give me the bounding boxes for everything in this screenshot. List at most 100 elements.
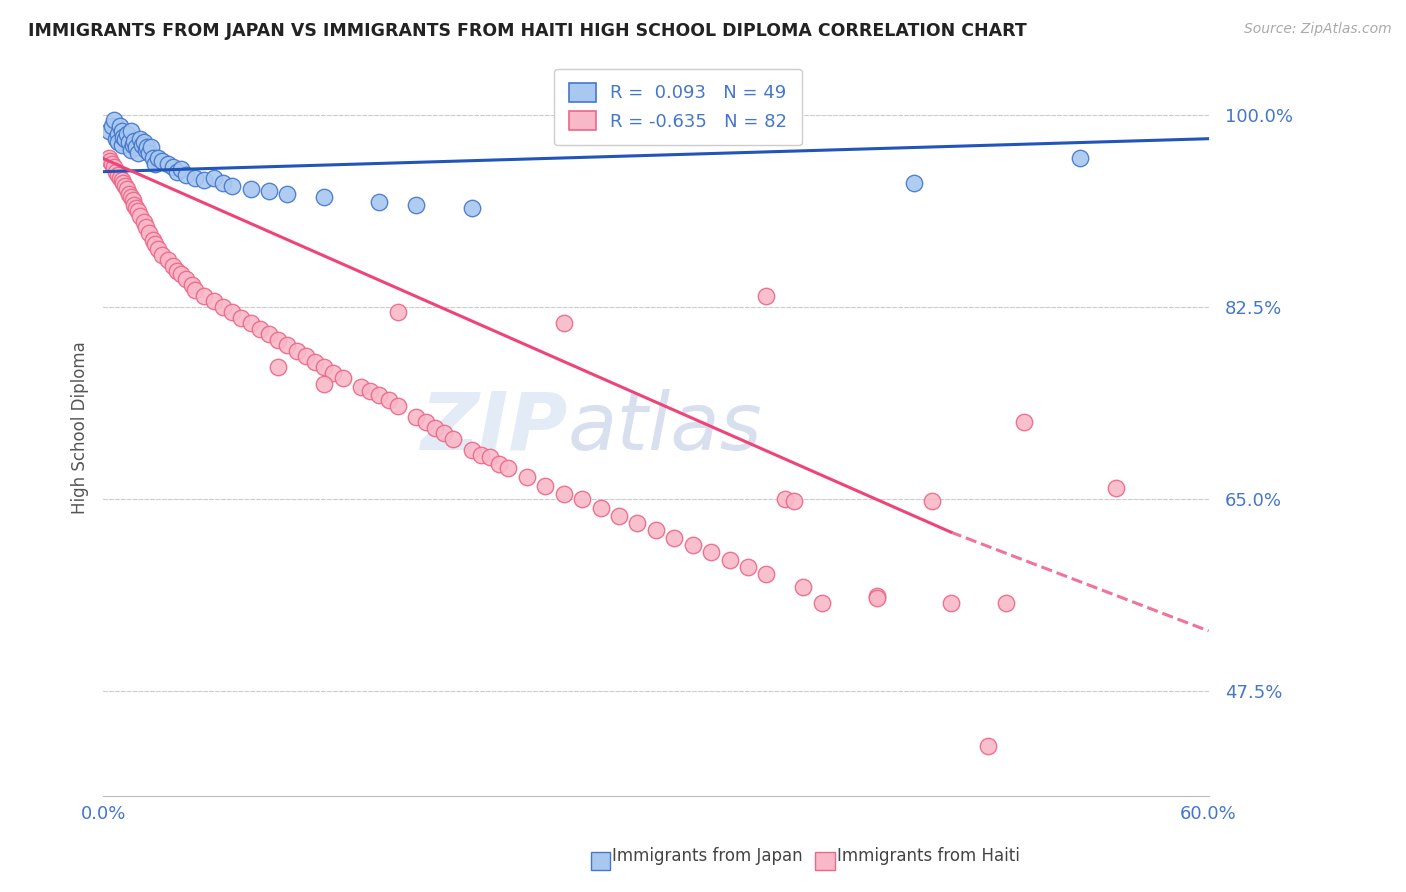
Point (108, 171, 131, 186)
Point (755, 289, 778, 303)
Point (118, 135, 141, 149)
Point (276, 338, 298, 352)
Point (127, 204, 149, 219)
Point (150, 248, 173, 262)
Point (314, 376, 336, 391)
Point (101, 157, 124, 171)
Point (423, 420, 446, 434)
Point (939, 597, 962, 611)
Point (162, 161, 184, 175)
Point (792, 580, 814, 594)
Point (193, 289, 215, 303)
Point (114, 178, 136, 193)
Point (143, 237, 166, 252)
Point (433, 426, 456, 441)
Point (115, 128, 138, 142)
Point (103, 161, 125, 175)
Point (125, 140, 148, 154)
Point (107, 168, 129, 182)
Point (134, 143, 156, 157)
Point (1069, 152, 1091, 166)
Point (162, 259, 184, 273)
Point (460, 201, 482, 215)
Point (976, 739, 998, 754)
Point (737, 560, 759, 574)
Point (534, 479, 557, 493)
Point (134, 219, 156, 234)
Point (115, 182, 138, 196)
Point (114, 132, 136, 146)
Point (682, 538, 704, 552)
Point (129, 132, 152, 146)
Point (110, 173, 132, 187)
Point (120, 124, 142, 138)
Point (101, 119, 124, 133)
Point (184, 171, 207, 186)
Point (166, 263, 188, 277)
Point (180, 277, 202, 292)
Point (124, 134, 146, 148)
Point (664, 531, 686, 545)
Point (132, 215, 155, 229)
Point (441, 432, 464, 446)
Point (239, 182, 262, 196)
Point (479, 450, 502, 465)
Point (212, 176, 235, 190)
Point (156, 252, 179, 267)
Point (132, 135, 155, 149)
Point (202, 171, 225, 186)
Point (368, 195, 391, 210)
Y-axis label: High School Diploma: High School Diploma (72, 342, 89, 514)
Point (267, 333, 290, 347)
Point (304, 355, 326, 369)
Point (488, 457, 510, 471)
Point (1014, 415, 1036, 429)
Point (103, 113, 125, 128)
Point (148, 242, 170, 256)
Point (285, 343, 308, 358)
Point (121, 138, 143, 153)
Point (97, 152, 120, 166)
Text: atlas: atlas (568, 389, 762, 467)
Point (169, 162, 191, 177)
Point (553, 316, 575, 330)
Point (118, 186, 141, 201)
Point (866, 591, 889, 605)
Point (387, 305, 409, 319)
Point (156, 157, 179, 171)
Point (589, 500, 612, 515)
Point (97, 124, 120, 138)
Point (470, 448, 492, 462)
Point (231, 310, 253, 325)
Point (460, 442, 482, 457)
Point (700, 545, 723, 559)
Point (105, 164, 128, 178)
Point (142, 152, 165, 166)
Point (332, 371, 354, 385)
Point (498, 461, 520, 475)
Point (112, 176, 135, 190)
Point (221, 305, 243, 319)
Point (174, 168, 197, 182)
Point (773, 492, 796, 507)
Point (148, 152, 170, 166)
Point (267, 360, 290, 375)
Point (276, 186, 298, 201)
Point (121, 193, 143, 207)
Point (626, 516, 648, 531)
Point (107, 135, 129, 149)
Point (131, 138, 153, 153)
Point (994, 597, 1017, 611)
Point (127, 146, 149, 161)
Point (108, 119, 131, 133)
Point (405, 197, 427, 211)
Point (644, 523, 666, 537)
Point (607, 508, 630, 523)
Point (169, 267, 191, 281)
Text: Immigrants from Haiti: Immigrants from Haiti (837, 847, 1019, 865)
Point (105, 132, 128, 146)
Point (138, 226, 160, 240)
Point (112, 129, 135, 144)
Point (377, 393, 399, 408)
Point (294, 349, 316, 363)
